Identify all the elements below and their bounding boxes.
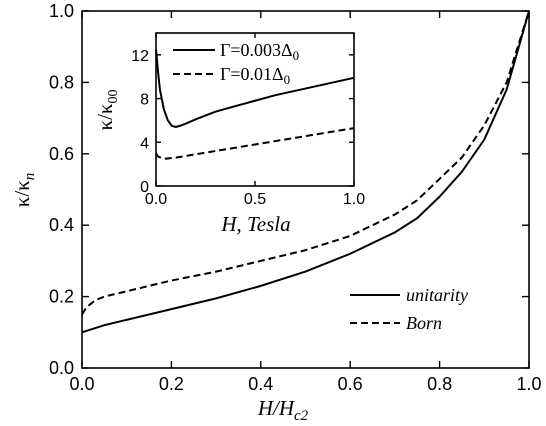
main-ticks-layer: 0.0 0.2 0.4 0.6 0.8 1.0 0.0 0.2 0.4 0.6 0.8 1.0: [49, 1, 542, 394]
inset-legend-label-001: Γ=0.01Δ0: [220, 64, 290, 87]
main-series-line-1: [81, 10, 530, 315]
main-x-tick-label: 0.6: [338, 374, 363, 394]
main-y-tick-label: 0.4: [49, 215, 74, 235]
main-y-tick-label: 0.8: [49, 72, 74, 92]
inset-y-tick-label: 0: [140, 179, 149, 196]
inset-background: [156, 33, 354, 186]
inset-series-line-1: [155, 127, 355, 160]
legend-label-born: Born: [406, 313, 442, 333]
inset-x-axis-label: H, Tesla: [220, 212, 290, 236]
main-x-tick-label: 0.8: [427, 374, 452, 394]
inset-series-layer: [155, 49, 355, 160]
main-y-tick-label: 0.2: [49, 287, 74, 307]
inset-plot: 0.0 0.5 1.0 0 4 8 12 H, Tesla κ/κ00 Γ=0.003Δ0 …: [93, 32, 365, 236]
inset-x-tick-label: 0.0: [145, 191, 167, 208]
inset-y-tick-label: 4: [140, 135, 149, 152]
main-x-tick-label: 0.2: [159, 374, 184, 394]
main-plot-frame: [81, 10, 530, 369]
inset-y-axis-label: κ/κ00: [93, 90, 121, 131]
main-y-tick-label: 0.6: [49, 144, 74, 164]
main-plot: 0.0 0.2 0.4 0.6 0.8 1.0 0.0 0.2 0.4 0.6 0.8 1.0 H/H…: [10, 1, 542, 424]
inset-y-tick-label: 8: [140, 92, 149, 109]
main-y-axis-label: κ/κn: [10, 173, 38, 208]
inset-plot-frame: [155, 32, 355, 187]
inset-x-tick-label: 1.0: [343, 191, 365, 208]
inset-x-tick-label: 0.5: [244, 191, 266, 208]
main-series-line-0: [81, 10, 530, 334]
main-y-tick-label: 1.0: [49, 1, 74, 21]
inset-legend-label-0003: Γ=0.003Δ0: [220, 40, 299, 63]
inset-y-tick-label: 12: [131, 48, 149, 65]
main-x-tick-label: 0.4: [248, 374, 273, 394]
main-x-tick-label: 0.0: [69, 374, 94, 394]
inset-ticks-layer: 0.0 0.5 1.0 0 4 8 12: [131, 33, 365, 208]
inset-series-line-0: [155, 49, 355, 129]
legend-label-unitarity: unitarity: [406, 285, 468, 305]
main-legend: unitarity Born: [350, 285, 468, 333]
main-x-axis-label: H/Hc2: [257, 396, 309, 424]
inset-legend: Γ=0.003Δ0 Γ=0.01Δ0: [173, 40, 299, 87]
main-x-tick-label: 1.0: [516, 374, 541, 394]
main-y-tick-label: 0.0: [49, 358, 74, 378]
main-series-layer: [81, 10, 530, 334]
